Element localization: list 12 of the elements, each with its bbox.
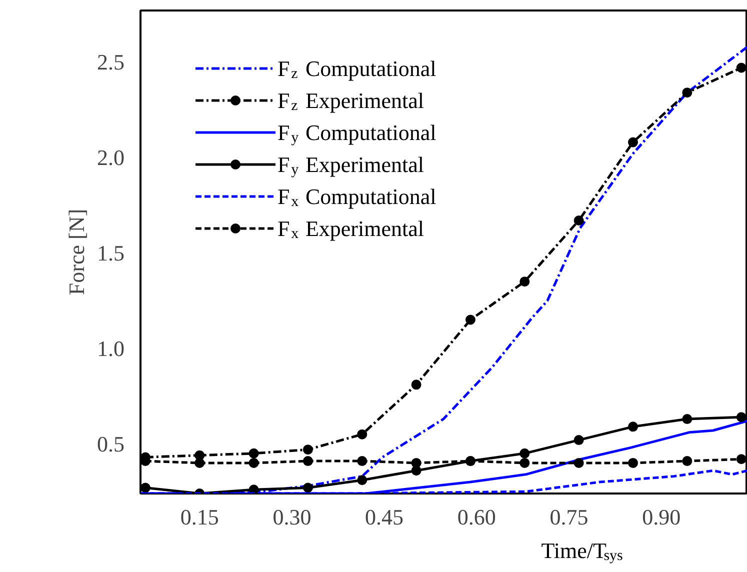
x-tick-label: 0.90 xyxy=(642,504,681,530)
y-tick-label: 0.5 xyxy=(97,431,124,456)
y-tick-label: 2.5 xyxy=(97,50,124,75)
y-tick-label: 1.0 xyxy=(97,336,124,361)
x-tick-label: 0.75 xyxy=(550,504,588,530)
x-tick-label: 0.30 xyxy=(272,504,312,530)
x-tick-label: 0.60 xyxy=(457,504,496,530)
x-tick-label: 0.45 xyxy=(365,504,404,530)
x-tick-label: 0.15 xyxy=(180,504,219,530)
y-tick-label: 1.5 xyxy=(97,240,124,266)
y-axis-title: Force [N] xyxy=(64,208,89,296)
y-tick-label: 2.0 xyxy=(97,145,124,170)
